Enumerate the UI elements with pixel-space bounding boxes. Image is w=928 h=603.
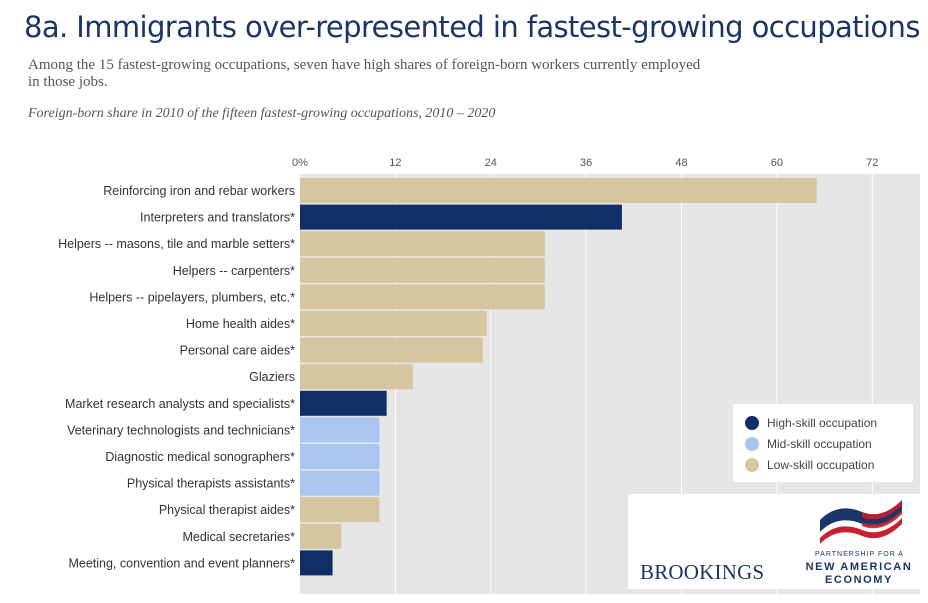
bar (300, 337, 483, 363)
bar (300, 204, 622, 230)
bar (300, 497, 380, 523)
pnae-logo-line1: PARTNERSHIP FOR A (815, 551, 904, 558)
legend-label: High-skill occupation (767, 415, 878, 430)
category-label: Interpreters and translators* (140, 211, 295, 225)
category-label: Personal care aides* (180, 344, 295, 358)
x-tick-labels: 0% 12 24 36 48 60 72 (292, 157, 878, 169)
x-tick-label: 0% (292, 157, 308, 169)
category-label: Helpers -- pipelayers, plumbers, etc.* (89, 290, 295, 304)
bar (300, 523, 342, 549)
x-tick-label: 72 (866, 157, 878, 169)
legend-label: Low-skill occupation (767, 457, 875, 472)
flag-icon (820, 500, 902, 549)
category-label: Physical therapist aides* (159, 503, 295, 517)
bar (300, 257, 545, 283)
chart-caption: Foreign-born share in 2010 of the fiftee… (28, 106, 496, 121)
legend-swatch (745, 436, 759, 451)
category-label: Reinforcing iron and rebar workers (103, 184, 295, 198)
bar (300, 470, 380, 496)
x-tick-label: 60 (771, 157, 783, 169)
page-subtitle: Among the 15 fastest-growing occupations… (28, 57, 701, 90)
category-label: Physical therapists assistants* (127, 477, 295, 491)
bar (300, 550, 333, 576)
category-label: Helpers -- masons, tile and marble sette… (58, 237, 295, 251)
brookings-logo: BROOKINGS (640, 560, 765, 584)
legend-item: High-skill occupation (745, 412, 913, 433)
category-label: Medical secretaries* (182, 530, 295, 544)
legend-swatch (745, 415, 759, 430)
category-label: Glaziers (249, 370, 295, 384)
bar (300, 444, 380, 469)
bar (300, 178, 817, 203)
bars (300, 178, 817, 576)
bar (300, 417, 380, 443)
bar (300, 231, 545, 257)
logo-area: BROOKINGS PARTNERSHIP FOR A NEW AMERICAN… (628, 494, 920, 589)
x-tick-label: 24 (485, 157, 497, 169)
pnae-logo-line2: NEW AMERICAN (805, 561, 913, 573)
legend-label: Mid-skill occupation (767, 436, 872, 451)
legend-item: Low-skill occupation (745, 454, 913, 475)
category-label: Home health aides* (186, 317, 295, 331)
x-tick-label: 48 (675, 157, 687, 169)
pnae-logo-line3: ECONOMY (824, 574, 894, 586)
category-label: Meeting, convention and event planners* (68, 556, 295, 570)
bar (300, 390, 387, 416)
category-labels: Reinforcing iron and rebar workers Interp… (58, 184, 295, 570)
x-tick-label: 36 (580, 157, 592, 169)
legend: High-skill occupation Mid-skill occupatio… (733, 404, 913, 482)
legend-item: Mid-skill occupation (745, 433, 913, 454)
bar (300, 311, 487, 336)
page-title: 8a. Immigrants over-represented in faste… (24, 10, 920, 44)
x-tick-label: 12 (389, 157, 401, 169)
category-label: Market research analysts and specialists… (65, 397, 295, 411)
category-label: Veterinary technologists and technicians… (67, 423, 295, 437)
bar (300, 364, 413, 390)
legend-swatch (745, 457, 759, 472)
category-label: Helpers -- carpenters* (173, 264, 295, 278)
category-label: Diagnostic medical sonographers* (105, 450, 295, 464)
bar (300, 284, 545, 310)
